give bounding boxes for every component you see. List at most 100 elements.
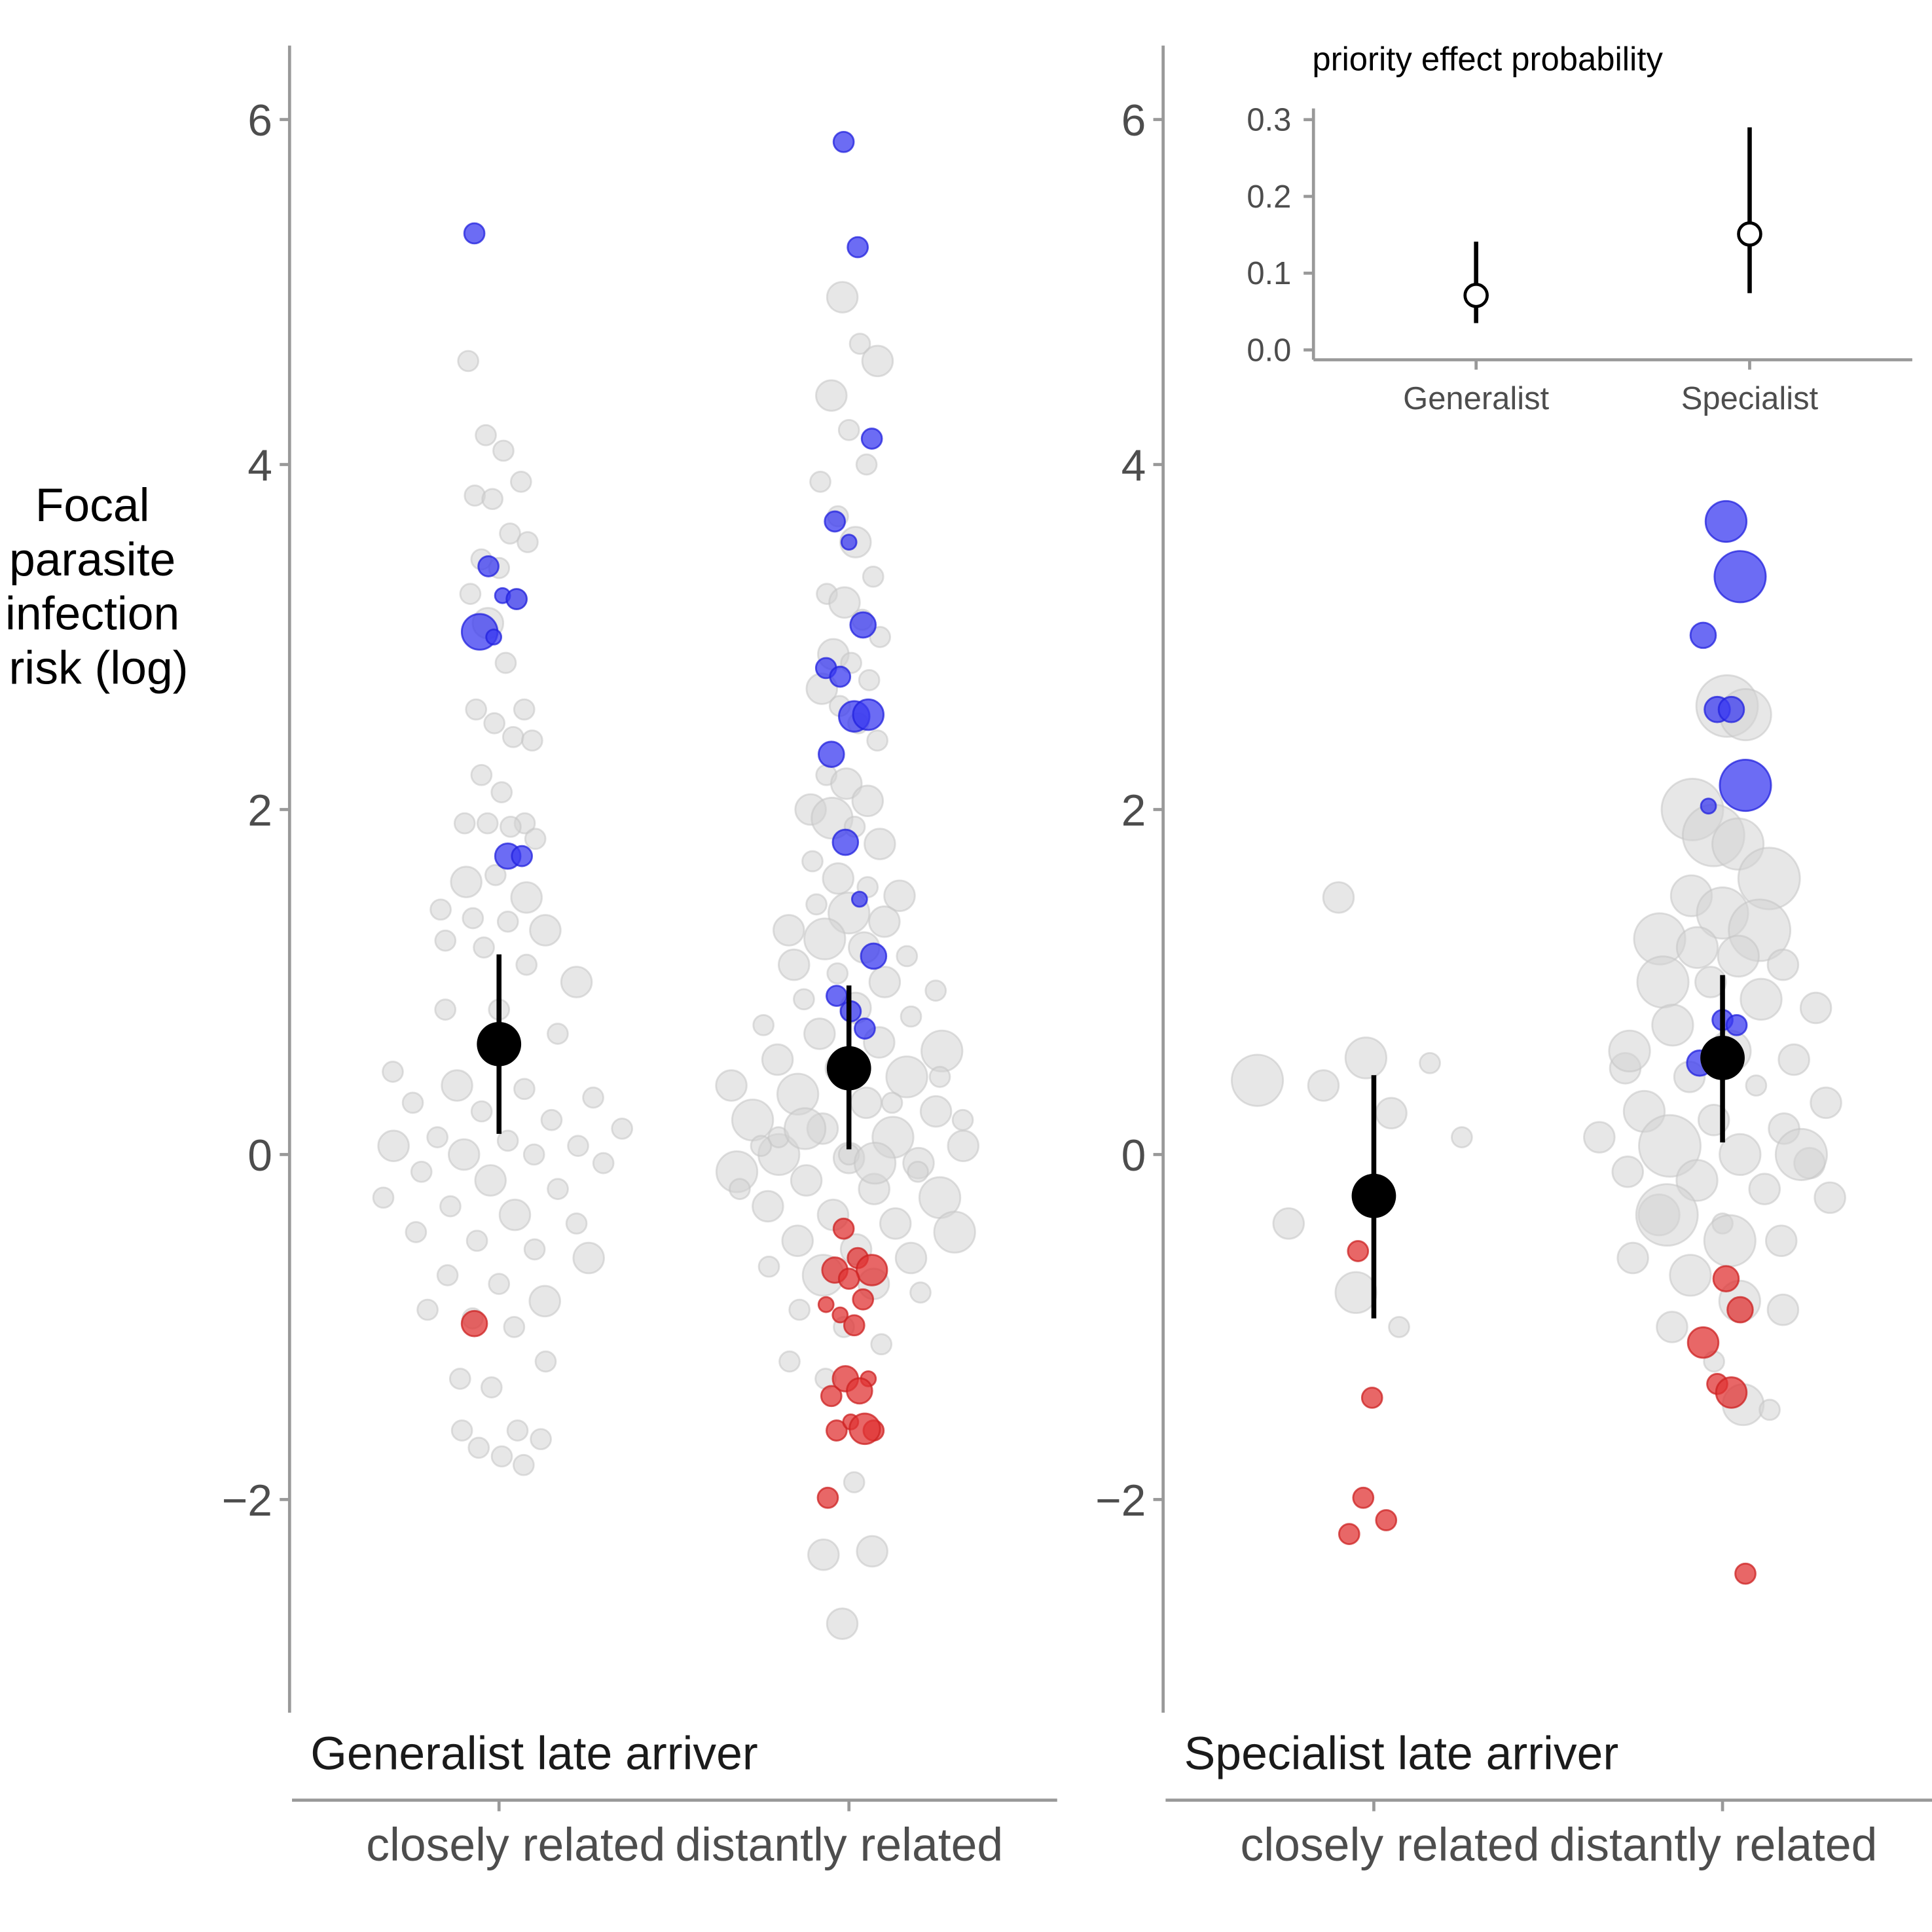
gray-point <box>805 893 828 916</box>
gray-point <box>1611 1156 1644 1188</box>
gray-point <box>500 815 522 838</box>
gray-point <box>919 1095 953 1128</box>
gray-point <box>1799 991 1832 1025</box>
gray-point <box>372 1186 395 1209</box>
red-point <box>831 1306 849 1324</box>
red-point <box>460 1309 488 1338</box>
gray-point <box>382 1061 404 1083</box>
gray-point <box>416 1298 439 1321</box>
gray-point <box>474 1164 507 1197</box>
gray-point <box>464 484 486 507</box>
gray-point <box>1334 1271 1377 1314</box>
gray-point <box>850 1086 883 1120</box>
gray-point <box>809 471 831 493</box>
gray-point <box>515 953 538 976</box>
gray-point <box>1669 1254 1712 1297</box>
gray-point <box>1638 1114 1702 1178</box>
blue-point <box>854 1017 876 1040</box>
y-tick-label: 0 <box>1121 1131 1146 1180</box>
gray-point <box>778 948 811 981</box>
red-point <box>837 1267 860 1290</box>
gray-point <box>462 907 484 930</box>
inset-y-tick-label: 0.1 <box>1247 256 1291 291</box>
inset-y-tick-label: 0.2 <box>1247 179 1291 215</box>
gray-point <box>1419 1051 1441 1074</box>
gray-point <box>547 1178 569 1200</box>
gray-point <box>881 1091 903 1114</box>
gray-point <box>521 729 543 752</box>
gray-point <box>1766 1293 1800 1326</box>
gray-point <box>900 1005 922 1028</box>
gray-point <box>509 471 532 493</box>
red-point <box>820 1385 843 1408</box>
blue-point <box>1704 500 1748 543</box>
panel-specialist: 6 4 2 0 −2 Specialist late arriver closely rel… <box>1095 45 1932 1871</box>
red-point <box>1715 1376 1748 1409</box>
gray-point <box>866 729 888 752</box>
blue-point <box>860 428 883 450</box>
y-tick-label: 6 <box>1121 96 1146 145</box>
red-point <box>848 1412 881 1446</box>
group-distantly-related <box>715 130 979 1640</box>
gray-point <box>470 763 493 786</box>
gray-point <box>1344 1036 1388 1080</box>
gray-point <box>1608 1029 1651 1073</box>
gray-point <box>729 1178 751 1200</box>
gray-point <box>498 1198 532 1231</box>
blue-point <box>505 588 528 610</box>
gray-point <box>494 651 517 674</box>
y-label-line: infection <box>5 588 179 640</box>
gray-point <box>492 439 515 462</box>
gray-point <box>522 1143 545 1166</box>
red-point <box>843 1314 866 1337</box>
blue-point <box>829 665 852 688</box>
gray-point <box>1322 881 1355 914</box>
panel-title: Generalist late arriver <box>310 1728 757 1780</box>
inset-x-tick-label: Generalist <box>1403 381 1549 416</box>
gray-point <box>826 962 849 985</box>
red-point <box>816 1486 839 1509</box>
gray-point <box>1636 955 1690 1009</box>
blue-point <box>463 222 486 245</box>
gray-point <box>377 1129 410 1163</box>
gray-point <box>483 712 505 735</box>
gray-point <box>453 812 476 835</box>
gray-point <box>801 850 824 873</box>
red-point <box>855 1254 888 1286</box>
blue-point <box>511 845 534 867</box>
inset-chart: priority effect probability 0.0 0.1 0.2 0.3 G… <box>1247 40 1912 416</box>
gray-point <box>499 522 521 545</box>
gray-point <box>476 812 499 835</box>
gray-point <box>488 1273 511 1295</box>
gray-point <box>1814 1181 1846 1214</box>
gray-point <box>1694 966 1727 998</box>
inset-x-tick-label: Specialist <box>1681 381 1819 416</box>
y-label-line: risk (log) <box>9 642 189 695</box>
gray-point <box>830 767 863 800</box>
gray-point <box>773 914 805 947</box>
gray-point <box>803 917 847 960</box>
gray-point <box>434 929 457 952</box>
gray-point <box>1616 1241 1649 1275</box>
gray-point <box>1388 1316 1410 1338</box>
gray-point <box>778 1350 801 1373</box>
gray-point <box>436 1264 459 1286</box>
red-point <box>826 1419 848 1442</box>
gray-point <box>776 1072 820 1116</box>
gray-point <box>907 1160 929 1183</box>
gray-point <box>826 1607 859 1640</box>
gray-point <box>450 866 483 898</box>
gray-point <box>429 898 452 921</box>
blue-point <box>1700 797 1717 815</box>
gray-point <box>405 1221 428 1243</box>
gray-point <box>517 531 539 553</box>
gray-point <box>928 1066 951 1088</box>
blue-point <box>485 629 503 646</box>
panel-generalist: 6 4 2 0 −2 Generalist late arriver closely rel… <box>222 45 1057 1871</box>
mean-point <box>826 1046 871 1091</box>
group-closely-related <box>1230 881 1473 1545</box>
blue-point <box>847 236 869 259</box>
gray-point <box>467 1436 490 1459</box>
gray-point <box>560 966 593 998</box>
